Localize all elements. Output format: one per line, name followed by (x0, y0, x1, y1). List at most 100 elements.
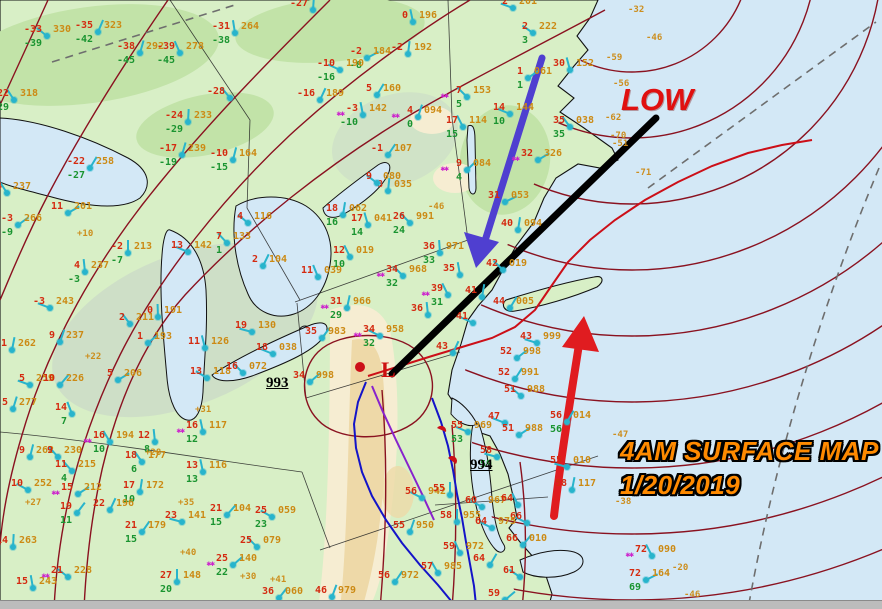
station-dot (518, 393, 524, 399)
station-temperature: -2 (390, 42, 403, 53)
station-dot (524, 520, 530, 526)
station-dot (44, 33, 50, 39)
station-temperature: 58 (554, 478, 567, 489)
station-pressure: 038 (576, 115, 595, 126)
station-temperature: 2 (501, 0, 508, 7)
pressure-tendency: +31 (195, 405, 212, 415)
station-dewpoint: 15 (445, 129, 458, 140)
station-temperature: 72 (628, 568, 641, 579)
station-pressure: 142 (194, 240, 213, 251)
station-dot (25, 487, 31, 493)
low-label: LOW (621, 82, 694, 117)
station-temperature: -2 (349, 46, 362, 57)
station-dot (479, 504, 485, 510)
station-temperature: 11 (300, 265, 313, 276)
pressure-tendency: +30 (240, 572, 257, 582)
station-dot (245, 220, 251, 226)
station-dot (457, 272, 463, 278)
station-pressure: 061 (534, 66, 553, 77)
station-temperature: 55 (450, 420, 463, 431)
station-temperature: 43 (519, 331, 532, 342)
pressure-tendency: -20 (672, 563, 689, 573)
station-dot (400, 273, 406, 279)
station-temperature: 9 (455, 158, 462, 169)
station-dot (447, 492, 453, 498)
station-temperature: 11 (50, 201, 63, 212)
station-pressure: 192 (414, 42, 433, 53)
station-pressure: 164 (652, 568, 671, 579)
station-temperature: 1 (516, 66, 523, 77)
station-pressure: 084 (473, 158, 492, 169)
pamlico-sound (519, 549, 584, 578)
station-pressure: 958 (386, 324, 405, 335)
station-pressure: 184 (373, 46, 392, 57)
station-dot (649, 553, 655, 559)
low-center-dot (355, 362, 365, 372)
station-temperature: -31 (211, 21, 230, 32)
station-dot (65, 574, 71, 580)
station-temperature: -2 (110, 241, 123, 252)
station-pressure: 038 (279, 342, 298, 353)
station-dewpoint: -45 (116, 55, 135, 66)
wind-barb (438, 239, 441, 254)
station-temperature: 52 (497, 367, 510, 378)
station-temperature: 15 (15, 576, 28, 587)
station-temperature: 17 (445, 115, 458, 126)
station-temperature: 66 (509, 511, 522, 522)
station-pressure: 968 (409, 264, 428, 275)
station-pressure: 278 (186, 41, 205, 52)
weather-symbol: ✱✱ (51, 488, 60, 497)
station-temperature: -28 (206, 86, 225, 97)
station-temperature: -17 (158, 143, 177, 154)
station-temperature: 10 (42, 373, 55, 384)
station-temperature: 8 (376, 179, 383, 190)
station-pressure: 230 (64, 445, 83, 456)
station-temperature: -22 (0, 88, 9, 99)
station-pressure: 114 (469, 115, 488, 126)
station-temperature: 41 (455, 311, 468, 322)
station-temperature: 11 (54, 459, 67, 470)
station-pressure: 323 (104, 20, 123, 31)
station-temperature: 30 (552, 58, 565, 69)
station-pressure: 130 (258, 320, 277, 331)
station-temperature: 35 (442, 263, 455, 274)
lake-michigan (160, 229, 208, 421)
wind-barb (489, 553, 498, 566)
station-pressure: 104 (269, 254, 288, 265)
station-pressure: 988 (527, 384, 546, 395)
station-pressure: 212 (84, 482, 103, 493)
station-pressure: 979 (338, 585, 357, 596)
station-dot (254, 544, 260, 550)
station-dot (510, 5, 516, 11)
station-dewpoint: -8 (349, 60, 362, 71)
station-temperature: 47 (487, 411, 500, 422)
station-dot (179, 519, 185, 525)
station-temperature: 52 (499, 346, 512, 357)
station-pressure: 164 (239, 148, 258, 159)
station-dewpoint: 16 (325, 217, 338, 228)
station-pressure: 079 (263, 535, 282, 546)
station-temperature: 22 (92, 498, 105, 509)
weather-symbol: ✱✱ (511, 154, 520, 163)
station-temperature: 34 (292, 370, 305, 381)
wind-barb (76, 502, 86, 514)
station-temperature: 11 (187, 336, 200, 347)
station-temperature: 17 (122, 480, 135, 491)
station-dewpoint: -38 (211, 35, 230, 46)
station-pressure: 252 (34, 478, 53, 489)
station-pressure: 201 (74, 201, 93, 212)
station-pressure: 211 (136, 312, 155, 323)
horizontal-scrollbar[interactable] (0, 600, 882, 609)
pressure-tendency: -62 (605, 113, 622, 123)
wind-barb (449, 482, 451, 495)
station-pressure: 259 (36, 373, 55, 384)
station-dot (445, 292, 451, 298)
station-temperature: 40 (500, 218, 513, 229)
station-pressure: 266 (24, 213, 43, 224)
station-temperature: 31 (329, 296, 342, 307)
station-temperature: 66 (505, 533, 518, 544)
wind-barb (66, 401, 73, 415)
station-temperature: -3 (0, 213, 13, 224)
weather-symbol: ✱✱ (376, 270, 385, 279)
station-pressure: 985 (444, 561, 463, 572)
